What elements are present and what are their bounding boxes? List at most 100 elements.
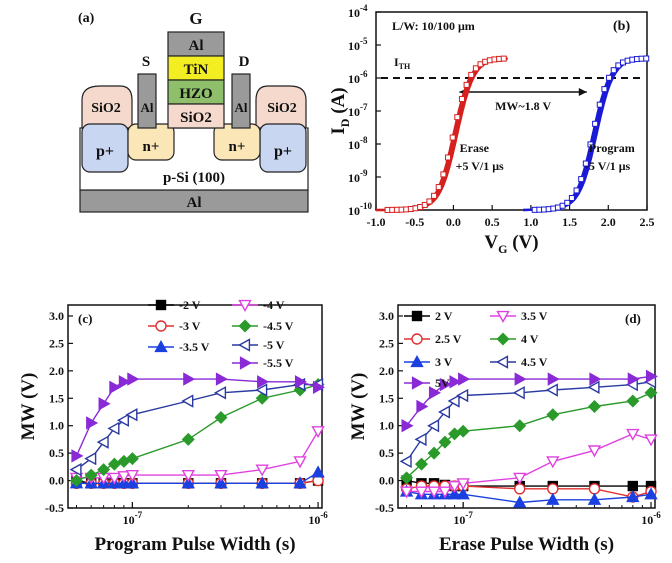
- panel-b-point-0: [463, 81, 470, 88]
- right-field-oxide: [255, 85, 307, 129]
- panel-b-id-vg-chart: -1.0 -0.5 0.0 0.5 1.0 1.5 2.0 2.5 10-10 10-9 10-8 1…: [328, 3, 655, 256]
- panel-d-legend-0: 2 V: [404, 309, 453, 323]
- panel-d-legend-label-5: 4.5 V: [521, 355, 548, 369]
- panel-d-legend-marker-1: [411, 333, 423, 345]
- gate-label: G: [189, 9, 202, 28]
- panel-c-point-5-5: [125, 408, 138, 422]
- panel-b-point-0: [458, 96, 465, 103]
- panel-c-point-6-1: [86, 416, 99, 430]
- panel-d-point-5-5: [456, 388, 469, 403]
- panel-c-point-2-10: [311, 465, 325, 478]
- panel-b-series-cond-1: -5 V/1 μs: [585, 159, 631, 173]
- panel-b-point-1: [601, 86, 608, 93]
- panel-d-point-4-7: [546, 408, 560, 422]
- panel-c-point-6-2: [98, 397, 111, 411]
- panel-d-point-3-7: [546, 456, 560, 469]
- panel-c-point-2-7: [214, 476, 228, 489]
- panel-c-point-2-5: [125, 476, 140, 489]
- panel-b-point-0: [468, 71, 475, 78]
- panel-c-point-6-4: [118, 375, 131, 389]
- panel-c-series-6: [71, 372, 326, 463]
- panel-d-xtick-0: 10-7: [453, 510, 473, 527]
- panel-d-legend-label-6: 5V: [435, 376, 450, 390]
- panel-c-legend-6: -5.5 V: [232, 356, 294, 370]
- panel-b-point-1: [592, 120, 599, 127]
- panel-c-point-6-5: [127, 372, 140, 386]
- drain-label: D: [239, 54, 250, 70]
- panel-b-series-name-0: Erase: [460, 141, 490, 155]
- panel-d-point-3-5: [456, 478, 470, 491]
- panel-b-point-1: [610, 67, 617, 74]
- panel-c-point-4-7: [214, 410, 228, 424]
- panel-c-series-4: [70, 378, 325, 488]
- panel-d-ytick-1: 0.0: [379, 474, 394, 488]
- panel-d-point-6-4: [449, 375, 462, 389]
- right-p-plus-label: p+: [274, 143, 292, 160]
- panel-d-point-2-8: [587, 492, 602, 505]
- panel-d-point-4-8: [587, 400, 601, 413]
- panel-b-mw-arrowhead-right: [578, 88, 587, 96]
- panel-c-xlabel: Program Pulse Width (s): [94, 534, 295, 555]
- panel-b-ylabel: ID (A): [328, 87, 352, 134]
- panel-d-ytick-4: 1.5: [379, 391, 394, 405]
- panel-c-point-5-8: [255, 383, 268, 397]
- panel-d-line-4: [406, 392, 652, 479]
- gate-layer-label-3: SiO2: [180, 110, 212, 126]
- panel-d-point-3-6: [513, 472, 527, 485]
- panel-d-ytick-5: 2.0: [379, 364, 394, 378]
- panel-c-point-4-2: [97, 463, 111, 477]
- panel-b-series-cond-0: +5 V/1 μs: [456, 159, 504, 173]
- panel-b-point-0: [445, 154, 452, 161]
- panel-b-curve-0-2: [376, 57, 508, 212]
- drain-n-plus-label: n+: [229, 139, 246, 155]
- source-n-plus-label: n+: [143, 139, 160, 155]
- panel-c-legend-label-4: -4.5 V: [263, 319, 294, 333]
- panel-d-point-4-5: [456, 424, 470, 438]
- panel-b-ith-label: ITH: [394, 55, 411, 71]
- panel-d-legend-1: 2.5 V: [404, 332, 462, 346]
- panel-d-point-4-6: [513, 419, 527, 433]
- panel-b-point-1: [596, 101, 603, 108]
- panel-d-legend-label-2: 3 V: [435, 355, 453, 369]
- panel-d-point-0-9: [627, 480, 639, 492]
- panel-b-point-0: [431, 192, 438, 199]
- panel-c-point-6-9: [294, 375, 308, 389]
- panel-c-program-mw-chart: -0.5 0.0 0.5 1.0 1.5 2.0 2.5 3.0 10-7 10-6 Program…: [18, 298, 328, 555]
- panel-d-line-5: [406, 381, 652, 462]
- panel-d-point-6-10: [645, 369, 658, 384]
- panel-b-xtick-4: 1.0: [523, 215, 538, 229]
- panel-b-ytick-6: 10-4: [348, 3, 368, 20]
- panel-c-ytick-0: -0.5: [45, 501, 64, 515]
- panel-d-point-6-1: [416, 399, 429, 414]
- panel-b-annotation: L/W: 10/100 μm: [392, 19, 475, 33]
- panel-c-legend-label-6: -5.5 V: [263, 356, 294, 370]
- panel-c-legend-label-5: -5 V: [263, 338, 285, 352]
- panel-d-point-2-6: [513, 495, 527, 508]
- panel-c-tag: (c): [78, 311, 92, 326]
- panel-d-point-5-2: [427, 419, 440, 433]
- panel-b-point-1: [606, 74, 613, 81]
- panel-c-frame: [67, 304, 323, 509]
- panel-d-point-5-7: [545, 383, 558, 397]
- panel-d-ylabel: MW (V): [348, 373, 369, 441]
- panel-d-legend-label-0: 2 V: [435, 309, 453, 323]
- panel-c-point-5-4: [116, 413, 129, 427]
- panel-c-point-5-3: [107, 421, 120, 436]
- panel-c-point-5-6: [181, 394, 194, 408]
- panel-d-tag: (d): [625, 311, 641, 326]
- panel-b-point-0: [435, 184, 442, 191]
- panel-b-point-0: [472, 65, 479, 72]
- panel-c-legend-marker-2: [154, 340, 168, 353]
- right-oxide-label: SiO2: [267, 101, 297, 116]
- panel-c-point-3-7: [214, 469, 228, 483]
- panel-c-point-6-7: [215, 372, 228, 386]
- panel-c-point-6-8: [257, 375, 270, 389]
- panel-d-ytick-6: 2.5: [379, 336, 394, 350]
- panel-d-legend-marker-4: [496, 332, 510, 346]
- panel-d-frame: [397, 304, 656, 509]
- panel-c-point-4-6: [181, 432, 195, 446]
- panel-c-point-5-1: [84, 451, 97, 466]
- panel-b-xtick-2: 0.0: [446, 215, 461, 229]
- panel-c-point-3-3: [107, 472, 122, 485]
